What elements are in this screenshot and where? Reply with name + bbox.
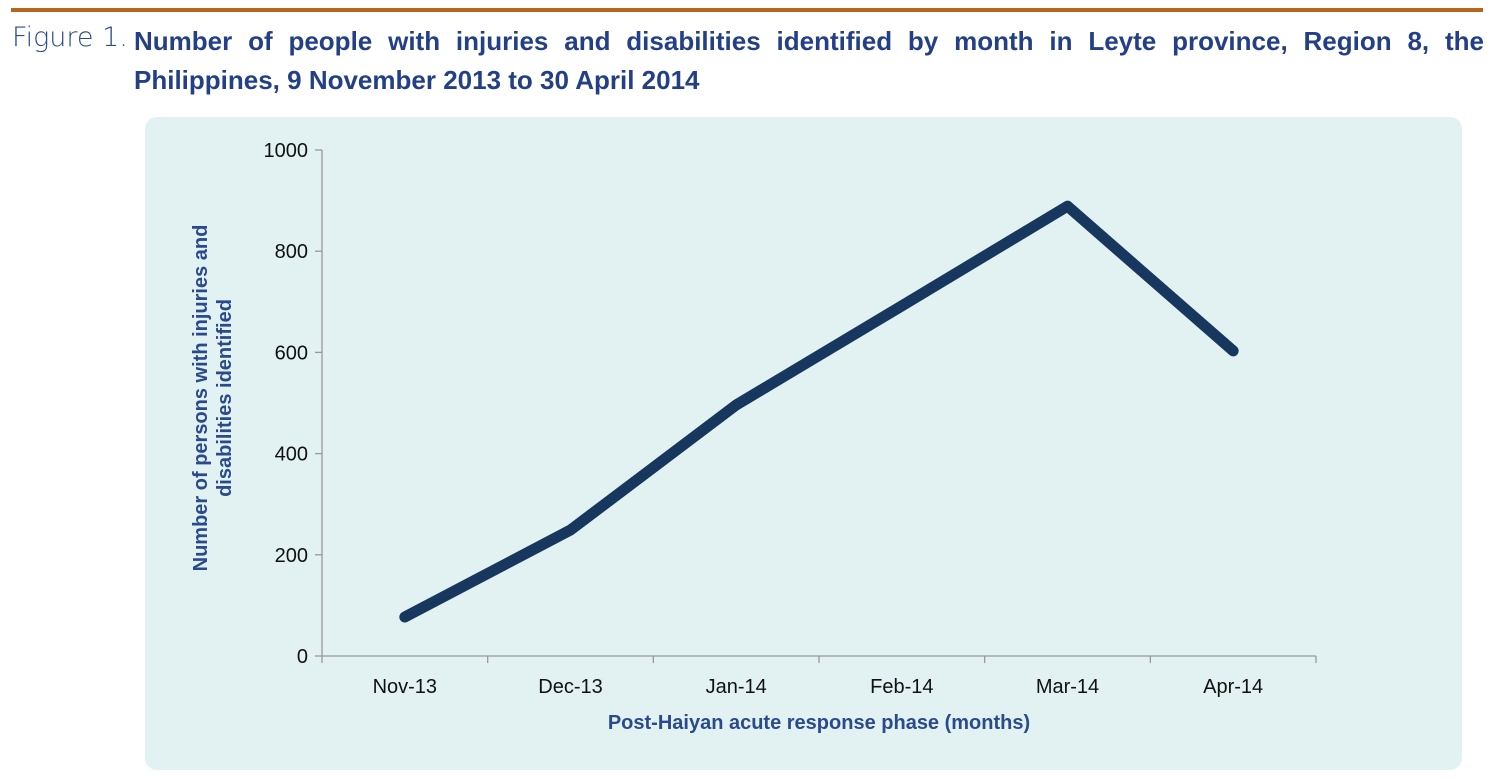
x-tick-label: Feb-14 [870, 676, 933, 698]
y-axis-title: disabilities identified [214, 299, 236, 497]
x-axis-title: Post-Haiyan acute response phase (months… [608, 712, 1030, 734]
y-tick-label: 600 [275, 342, 308, 364]
chart-title: Number of people with injuries and disab… [134, 26, 1484, 95]
y-tick-label: 200 [275, 545, 308, 567]
y-tick-label: 800 [275, 241, 308, 263]
data-line [399, 200, 1239, 623]
x-tick-label: Apr-14 [1203, 676, 1263, 698]
y-tick-label: 0 [297, 646, 308, 668]
x-tick-label: Nov-13 [373, 676, 437, 698]
y-tick-label: 400 [275, 444, 308, 466]
x-tick-label: Jan-14 [706, 676, 767, 698]
x-tick-label: Mar-14 [1036, 676, 1099, 698]
chart-panel [145, 117, 1462, 770]
y-axis-title: Number of persons with injuries and [190, 225, 212, 572]
x-tick-label: Dec-13 [538, 676, 602, 698]
figure-label: Figure 1. [12, 22, 128, 53]
y-tick-label: 1000 [264, 140, 309, 162]
top-rule [11, 8, 1483, 12]
